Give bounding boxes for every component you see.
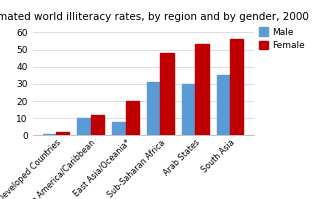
Title: Estimated world illiteracy rates, by region and by gender, 2000: Estimated world illiteracy rates, by reg…: [0, 12, 308, 22]
Bar: [230, 39, 243, 135]
Bar: [217, 75, 230, 135]
Bar: [77, 118, 91, 135]
Bar: [195, 44, 209, 135]
Bar: [147, 82, 161, 135]
Bar: [43, 134, 56, 135]
Legend: Male, Female: Male, Female: [256, 24, 308, 54]
Bar: [125, 101, 139, 135]
Bar: [112, 122, 125, 135]
Bar: [161, 53, 174, 135]
Bar: [91, 115, 104, 135]
Bar: [56, 132, 69, 135]
Bar: [182, 84, 195, 135]
